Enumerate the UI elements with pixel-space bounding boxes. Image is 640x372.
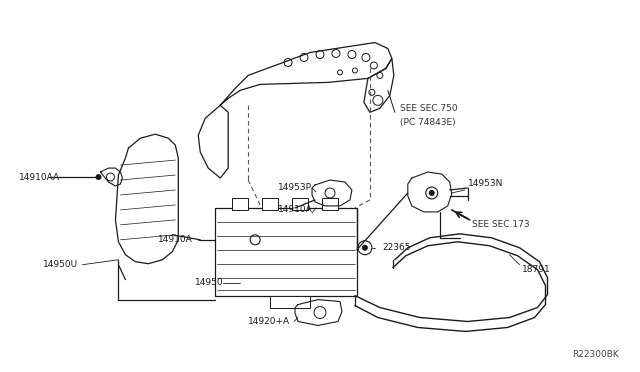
Text: 14950U: 14950U <box>43 260 77 269</box>
Text: 22365: 22365 <box>382 243 410 252</box>
Bar <box>215 208 357 296</box>
Bar <box>292 198 308 210</box>
Circle shape <box>429 190 435 196</box>
Text: SEE SEC.750: SEE SEC.750 <box>400 104 458 113</box>
Text: 14910AA: 14910AA <box>19 173 60 182</box>
Text: 14953N: 14953N <box>468 179 503 187</box>
Text: 14950: 14950 <box>195 278 224 287</box>
Text: (PC 74843E): (PC 74843E) <box>400 118 456 127</box>
Bar <box>232 198 248 210</box>
Bar <box>322 198 338 210</box>
Text: 18791: 18791 <box>522 265 550 274</box>
Bar <box>270 296 310 308</box>
Text: 14920+A: 14920+A <box>248 317 291 326</box>
Text: 14910A: 14910A <box>278 205 313 214</box>
Text: 14953P: 14953P <box>278 183 312 192</box>
Circle shape <box>362 245 368 251</box>
Text: R22300BK: R22300BK <box>573 350 620 359</box>
Text: 14910A: 14910A <box>158 235 193 244</box>
Bar <box>262 198 278 210</box>
Circle shape <box>95 174 102 180</box>
Text: SEE SEC.173: SEE SEC.173 <box>472 220 529 230</box>
